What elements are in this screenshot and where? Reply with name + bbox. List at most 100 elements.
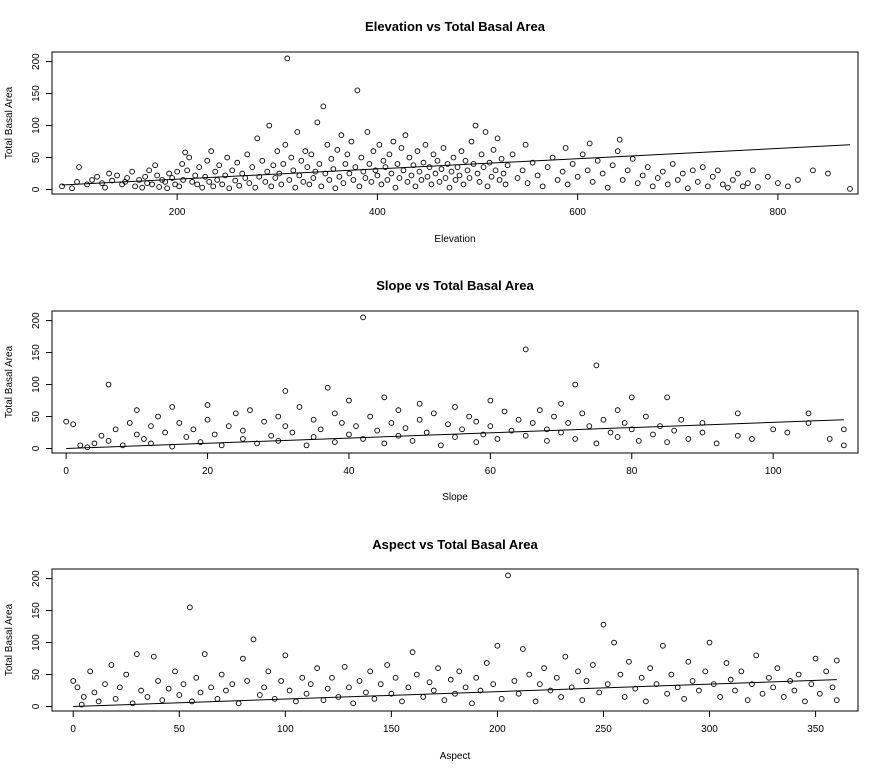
data-point xyxy=(331,439,338,445)
data-point xyxy=(750,167,756,174)
data-point xyxy=(189,698,195,705)
data-point xyxy=(296,404,303,410)
data-point xyxy=(519,167,526,174)
data-point xyxy=(392,674,399,681)
data-point xyxy=(558,400,564,407)
data-point xyxy=(473,418,480,425)
data-point xyxy=(702,668,709,675)
data-point xyxy=(358,154,365,161)
data-point xyxy=(133,407,140,413)
data-point xyxy=(346,397,352,404)
data-point xyxy=(575,668,581,675)
data-point xyxy=(654,175,661,181)
data-point xyxy=(456,668,463,675)
data-point xyxy=(117,684,123,691)
data-point xyxy=(112,426,119,433)
data-point xyxy=(308,151,315,158)
data-point xyxy=(261,418,267,425)
data-point xyxy=(604,681,611,687)
data-point xyxy=(614,407,621,413)
data-point xyxy=(148,423,154,429)
data-point xyxy=(377,681,384,687)
data-point xyxy=(265,668,272,675)
data-point xyxy=(288,154,295,161)
data-point xyxy=(144,180,150,186)
data-point xyxy=(388,420,395,426)
data-point xyxy=(282,388,289,394)
data-point xyxy=(480,164,487,170)
data-point xyxy=(732,687,738,694)
data-point xyxy=(234,159,241,166)
data-point xyxy=(289,429,296,436)
data-point xyxy=(282,141,289,148)
data-point xyxy=(478,151,485,158)
data-point xyxy=(749,436,755,442)
chart-title: Elevation vs Total Basal Area xyxy=(365,19,546,34)
data-point xyxy=(372,167,379,174)
data-point xyxy=(434,157,441,164)
data-point xyxy=(823,668,830,675)
data-point xyxy=(541,665,547,671)
data-point xyxy=(609,162,616,169)
data-point xyxy=(774,665,781,671)
data-point xyxy=(395,407,402,413)
data-point xyxy=(532,698,539,705)
data-point xyxy=(529,159,536,166)
data-point xyxy=(405,684,412,691)
data-point xyxy=(218,671,225,678)
data-point xyxy=(119,181,125,188)
chart-title: Aspect vs Total Basal Area xyxy=(372,537,538,552)
data-point xyxy=(102,681,108,687)
data-point xyxy=(694,178,701,185)
data-point xyxy=(300,178,307,185)
data-point xyxy=(841,426,847,433)
data-point xyxy=(614,434,621,440)
y-tick-label: 100 xyxy=(31,376,42,393)
data-point xyxy=(444,161,451,167)
data-point xyxy=(462,684,469,691)
data-point xyxy=(229,681,236,687)
x-tick-label: 100 xyxy=(765,466,782,477)
data-point xyxy=(430,687,437,694)
data-point xyxy=(196,164,203,170)
data-point xyxy=(452,434,458,440)
data-point xyxy=(76,164,82,170)
data-point xyxy=(338,132,345,139)
data-point xyxy=(522,141,529,148)
data-point xyxy=(404,178,411,185)
data-point xyxy=(558,429,564,436)
data-point xyxy=(388,170,395,177)
data-point xyxy=(452,404,458,410)
data-point xyxy=(522,432,529,439)
data-point xyxy=(149,181,155,188)
data-point xyxy=(282,423,289,429)
data-point xyxy=(91,440,98,447)
data-point xyxy=(353,423,359,429)
data-point xyxy=(416,416,423,423)
data-point xyxy=(225,423,232,429)
data-point xyxy=(204,402,211,408)
data-point xyxy=(174,168,181,175)
data-point xyxy=(371,695,378,702)
data-point xyxy=(599,170,606,177)
data-point xyxy=(647,665,653,671)
data-point xyxy=(303,442,310,449)
data-point xyxy=(770,426,777,433)
data-point xyxy=(621,694,628,700)
data-point xyxy=(562,653,569,660)
data-point xyxy=(262,178,269,185)
data-point xyxy=(583,678,590,684)
data-point xyxy=(416,168,423,175)
data-point xyxy=(314,119,321,126)
panel-elevation: Elevation vs Total Basal Area 200 400 600 80… xyxy=(4,19,859,245)
data-point xyxy=(374,427,381,434)
data-point xyxy=(650,431,656,438)
plot-frame xyxy=(51,51,859,195)
data-point xyxy=(317,426,324,433)
chart-title: Slope vs Total Basal Area xyxy=(376,278,534,293)
x-tick-label: 200 xyxy=(489,724,506,735)
data-point xyxy=(240,427,246,434)
data-point xyxy=(628,394,635,401)
data-point xyxy=(186,154,193,161)
data-point xyxy=(452,177,459,183)
